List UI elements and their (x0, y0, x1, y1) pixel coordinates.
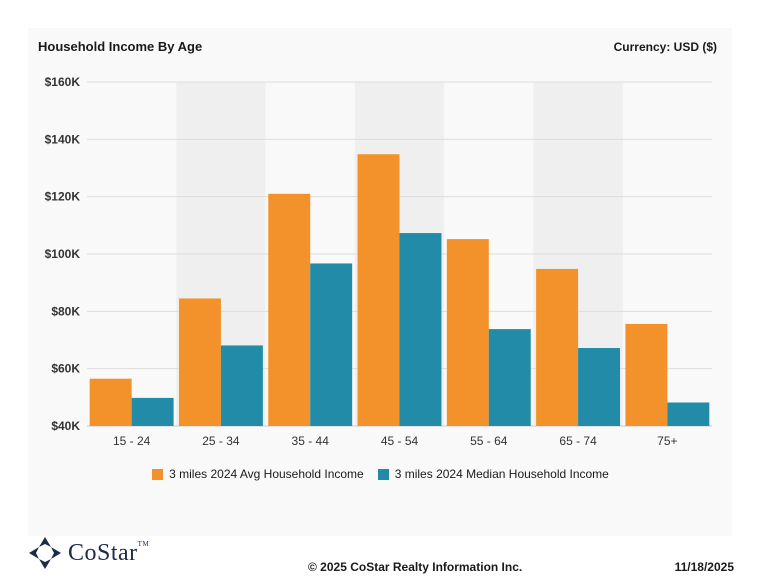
legend-label-avg: 3 miles 2024 Avg Household Income (169, 467, 364, 481)
legend-swatch-avg (152, 468, 164, 480)
bars (89, 154, 710, 427)
bar-avg-4554 (357, 154, 400, 427)
y-axis-ticks: $40K $60K $80K $100K $120K $140K $160K (45, 75, 81, 433)
y-tick-label: $40K (51, 419, 80, 433)
bar-avg-75+ (625, 323, 668, 426)
y-tick-label: $140K (45, 132, 81, 146)
logo-text: CoStarTM (68, 539, 150, 566)
bar-avg-5564 (446, 239, 489, 426)
x-tick-label: 35 - 44 (292, 434, 330, 448)
copyright: © 2025 CoStar Realty Information Inc. (308, 560, 523, 574)
bar-median-75+ (667, 402, 710, 426)
bar-median-2534 (220, 345, 263, 426)
currency-label: Currency: USD ($) (613, 40, 717, 54)
x-tick-label: 45 - 54 (381, 434, 419, 448)
bar-avg-3544 (268, 193, 311, 426)
x-tick-label: 25 - 34 (202, 434, 240, 448)
y-tick-label: $80K (51, 304, 80, 318)
bar-median-4554 (399, 233, 442, 426)
report-date: 11/18/2025 (674, 560, 734, 574)
y-tick-label: $120K (45, 190, 81, 204)
costar-logo: CoStarTM (28, 536, 149, 570)
bar-avg-2534 (178, 298, 221, 426)
bar-median-5564 (488, 329, 531, 426)
legend-item-median: 3 miles 2024 Median Household Income (377, 467, 609, 481)
footer: CoStarTM © 2025 CoStar Realty Informatio… (0, 536, 761, 588)
legend-item-avg: 3 miles 2024 Avg Household Income (152, 467, 364, 481)
bar-median-1524 (131, 397, 174, 426)
bar-chart: $40K $60K $80K $100K $120K $140K $160K 15 - 24… (45, 75, 712, 448)
costar-logo-icon (29, 537, 61, 569)
y-tick-label: $100K (45, 247, 81, 261)
bar-avg-1524 (89, 378, 132, 426)
x-tick-label: 65 - 74 (559, 434, 597, 448)
bar-median-6574 (578, 348, 621, 426)
x-axis-ticks: 15 - 24 25 - 34 35 - 44 45 - 54 55 - 64 65 - … (113, 434, 678, 448)
x-tick-label: 75+ (657, 434, 677, 448)
legend-label-median: 3 miles 2024 Median Household Income (394, 467, 609, 481)
bar-median-3544 (310, 263, 353, 426)
legend-swatch-median (377, 468, 389, 480)
x-tick-label: 15 - 24 (113, 434, 151, 448)
chart-title: Household Income By Age (38, 39, 203, 54)
y-tick-label: $160K (45, 75, 81, 89)
bar-avg-6574 (536, 268, 579, 426)
legend: 3 miles 2024 Avg Household Income 3 mile… (0, 467, 761, 481)
y-tick-label: $60K (51, 362, 80, 376)
x-tick-label: 55 - 64 (470, 434, 508, 448)
